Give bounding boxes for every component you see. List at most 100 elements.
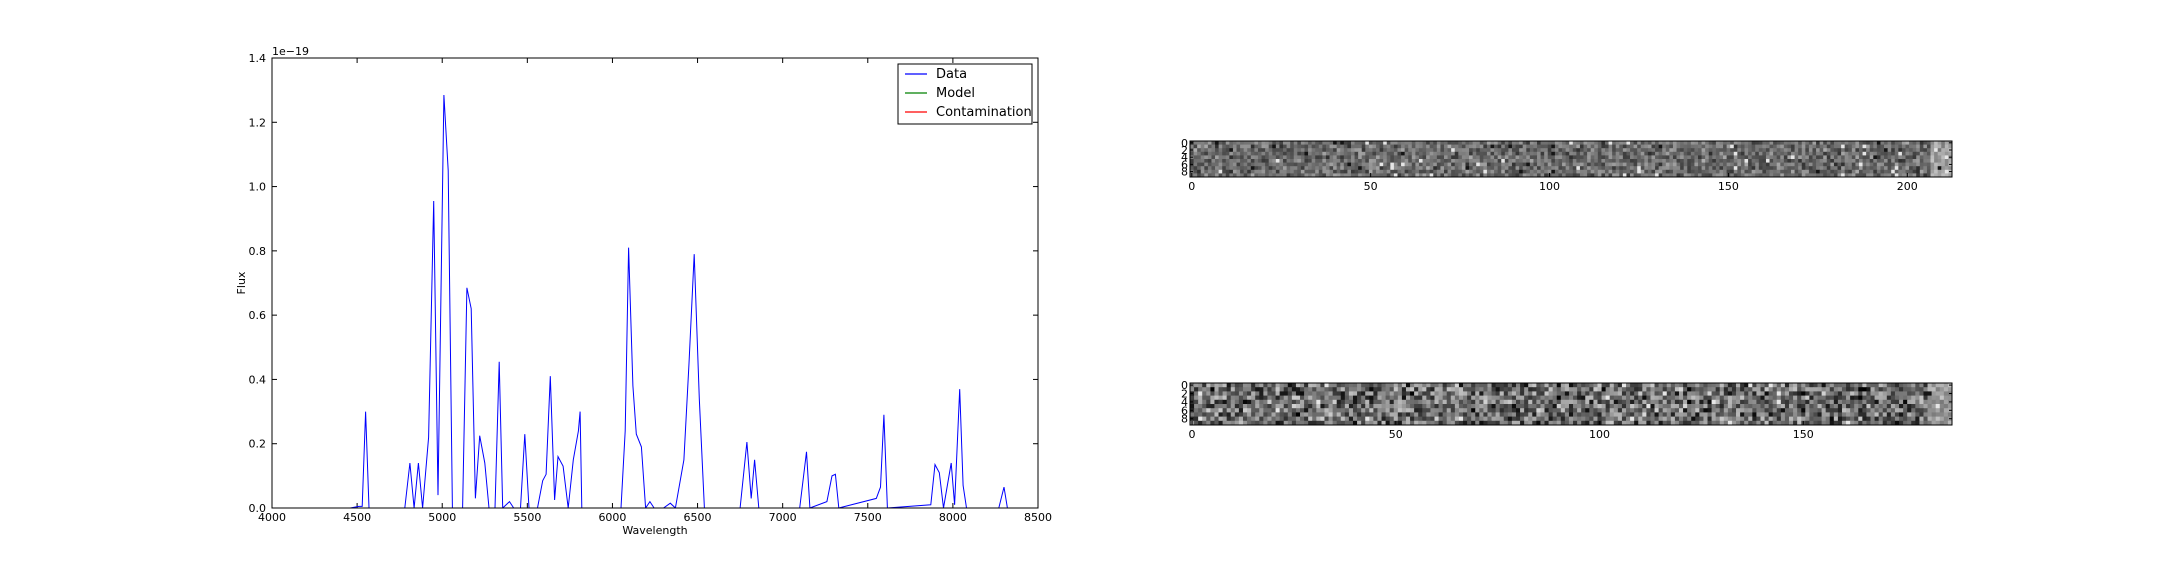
image-pixel [1911,383,1916,388]
image-pixel [1440,173,1445,177]
image-pixel [1762,151,1767,156]
image-pixel [1451,159,1456,163]
image-pixel [1930,169,1935,174]
image-pixel [1440,144,1445,149]
image-pixel [1347,155,1352,160]
image-pixel [1304,383,1309,388]
image-pixel [1769,159,1774,163]
image-pixel [1626,151,1631,156]
image-pixel [1236,166,1241,171]
image-pixel [1194,404,1199,409]
image-pixel [1854,408,1859,413]
image-pixel [1393,404,1399,409]
image-pixel [1755,144,1760,149]
image-pixel [1848,141,1853,145]
image-pixel [1393,173,1398,177]
image-pixel [1358,151,1363,156]
image-pixel [1794,141,1799,145]
image-pixel [1414,391,1419,396]
image-pixel [1365,166,1370,171]
image-pixel [1621,412,1627,417]
image-pixel [1463,416,1468,422]
image-pixel [1651,166,1656,171]
image-pixel [1297,166,1302,171]
image-pixel [1322,151,1327,156]
image-pixel [1275,420,1281,425]
image-pixel [1758,148,1763,153]
image-pixel [1308,151,1313,156]
image-pixel [1275,169,1280,174]
image-pixel [1218,399,1223,405]
image-pixel [1540,141,1545,145]
image-pixel [1572,148,1577,153]
image-pixel [1229,144,1234,149]
image-pixel [1604,148,1609,153]
image-pixel [1758,144,1763,149]
image-pixel [1430,383,1435,388]
image-pixel [1878,383,1884,388]
image-pixel [1202,408,1207,413]
image-pixel [1447,169,1452,174]
image-pixel [1261,151,1266,156]
image-pixel [1447,173,1452,177]
image-pixel [1454,399,1460,405]
image-pixel [1442,387,1448,392]
image-pixel [1286,173,1291,177]
image-pixel [1923,162,1928,167]
image-pixel [1823,162,1828,167]
image-pixel [1833,416,1839,422]
image-pixel [1848,169,1853,174]
image-pixel [1265,169,1270,174]
image-pixel [1295,395,1301,401]
image-pixel [1878,412,1884,417]
image-pixel [1690,166,1695,171]
image-pixel [1911,404,1916,409]
image-pixel [1503,404,1509,409]
image-pixel [1805,159,1810,163]
image-pixel [1654,408,1660,413]
image-y-tick-label: 0 [1181,379,1188,392]
image-pixel [1325,173,1330,177]
image-pixel [1415,162,1420,167]
image-pixel [1715,412,1721,417]
image-pixel [1467,383,1472,388]
image-pixel [1458,387,1464,392]
image-pixel [1315,166,1320,171]
image-pixel [1572,144,1577,149]
image-pixel [1930,151,1935,156]
image-pixel [1544,399,1549,405]
image-pixel [1322,169,1327,174]
image-pixel [1793,420,1798,425]
image-pixel [1287,408,1293,413]
image-pixel [1583,166,1588,171]
image-pixel [1295,416,1301,422]
spectrum-x-tick-label: 5500 [513,511,541,524]
image-pixel [1404,159,1409,163]
image-pixel [1529,169,1534,174]
image-pixel [1451,144,1456,149]
image-pixel [1590,169,1595,174]
image-pixel [1630,408,1635,413]
image-pixel [1520,420,1525,425]
image-pixel [1529,162,1534,167]
image-pixel [1552,416,1558,422]
image-pixel [1882,412,1888,417]
image-pixel [1332,416,1338,422]
image-pixel [1890,391,1896,396]
image-pixel [1190,144,1194,149]
image-pixel [1829,404,1835,409]
image-pixel [1637,169,1642,174]
image-pixel [1769,155,1774,160]
image-pixel [1511,159,1516,163]
image-pixel [1311,144,1316,149]
image-pixel [1358,141,1363,145]
image-pixel [1328,404,1334,409]
image-pixel [1229,173,1234,177]
image-pixel [1508,151,1513,156]
image-pixel [1479,399,1484,405]
image-pixel [1579,159,1584,163]
image-pixel [1562,141,1567,145]
image-pixel [1604,155,1609,160]
image-pixel [1291,383,1297,388]
image-pixel [1211,148,1216,153]
